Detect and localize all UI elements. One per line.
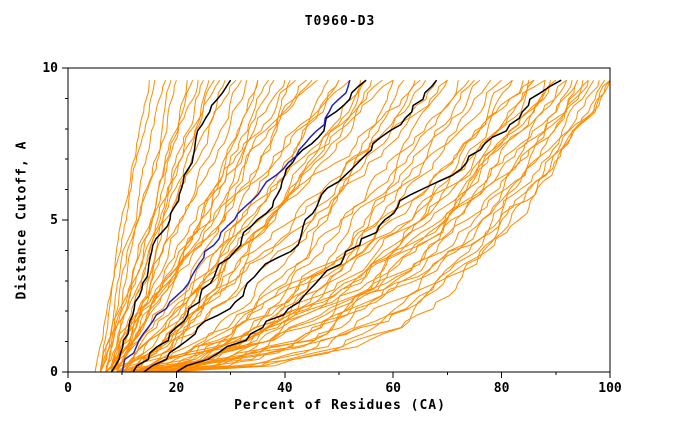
model-curve [127,79,513,373]
model-curve [132,79,448,373]
y-tick-label: 10 [42,61,58,76]
model-curve [100,80,188,373]
model-curve [143,79,595,373]
model-curve [105,80,194,373]
reference-curve [110,79,232,373]
model-curve [149,80,394,373]
model-curve [121,79,329,373]
model-curve [160,79,589,373]
model-curve [94,80,150,373]
model-curve [143,79,535,373]
model-curve [176,80,611,373]
model-curve [105,80,172,373]
model-curve [105,79,221,373]
model-curve [138,80,568,373]
y-tick-label: 5 [50,213,58,228]
model-curve [110,79,215,373]
model-curve [100,80,156,373]
model-curve [116,80,416,373]
model-curve [100,80,210,373]
reference-curve [143,79,438,373]
x-axis-label: Percent of Residues (CA) [234,398,446,413]
model-curve [121,79,470,373]
model-curve [132,79,405,373]
model-curve [132,79,492,373]
model-curve [111,80,259,373]
model-curve [165,79,448,373]
model-curve [127,79,427,373]
model-curve [149,79,567,373]
x-tick-label: 100 [598,381,622,396]
model-curve [116,79,367,373]
model-curve [116,79,242,373]
model-curve [127,79,340,373]
model-curve [111,79,351,373]
highlight-curve [121,80,351,373]
model-curve [116,79,383,373]
chart-title: T0960-D3 [304,14,376,29]
model-curve [138,80,578,373]
reference-curve [176,79,562,373]
model-curve [127,80,372,373]
y-tick-label: 0 [50,365,58,380]
model-curve [122,79,502,373]
x-tick-label: 20 [169,381,185,396]
model-curve [143,79,367,373]
model-curve [132,80,573,373]
model-curve [100,80,199,373]
model-curve [149,79,557,373]
x-tick-label: 40 [277,381,293,396]
model-curve [111,80,248,373]
model-curve [116,79,275,373]
model-curve [110,79,313,373]
model-curve [154,79,475,373]
model-curve [165,79,611,373]
reference-curve [132,79,367,373]
x-tick-label: 0 [64,381,72,396]
model-curve [160,80,600,373]
model-curve [132,80,589,373]
model-curve [127,79,557,373]
model-curve [127,79,481,373]
model-curve [116,80,459,373]
model-curve [105,80,177,373]
model-curve [110,79,269,373]
model-curve [143,79,611,373]
x-tick-label: 80 [494,381,510,396]
x-tick-label: 60 [385,381,401,396]
model-curve [110,79,318,373]
model-curve [110,80,226,373]
